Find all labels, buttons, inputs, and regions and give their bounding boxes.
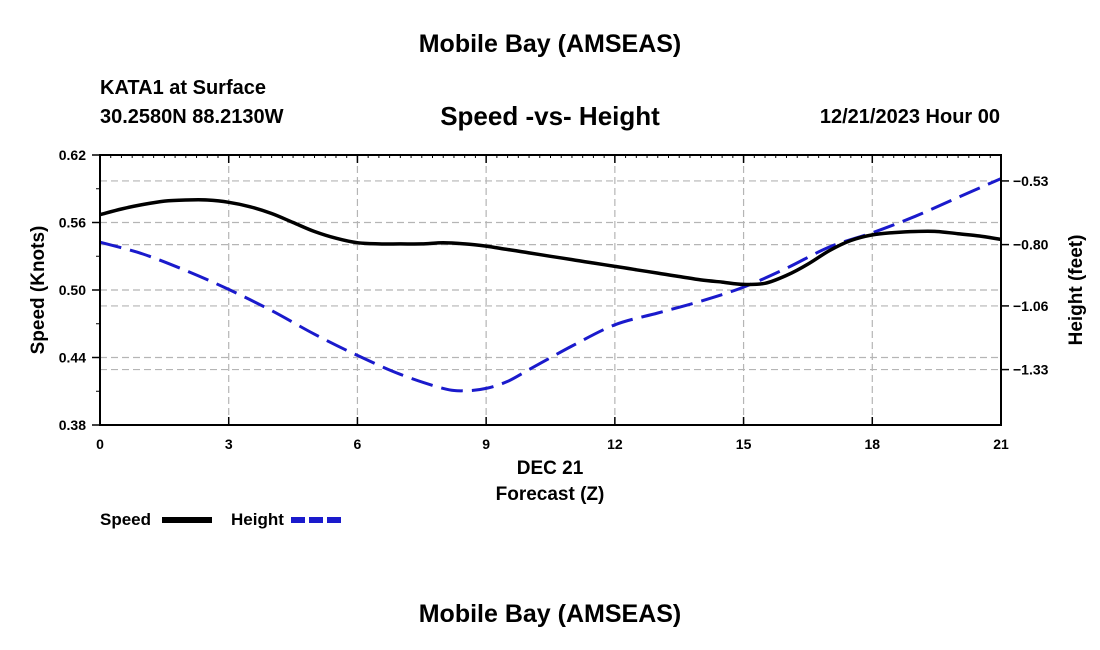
y-right-tick-label: −1.06 [1013, 298, 1049, 314]
y-tick-label: 0.62 [59, 147, 86, 163]
axes: 0 3 6 9 12 15 18 21 0.38 0.44 0.50 0.56 0.62 −0.53 −0.… [59, 147, 1049, 452]
x-tick-label: 0 [96, 436, 104, 452]
series-layer [99, 177, 1002, 393]
coordinates-label: 30.2580N 88.2130W [100, 106, 284, 128]
chart-title: Speed -vs- Height [440, 101, 660, 131]
main-title: Mobile Bay (AMSEAS) [418, 30, 682, 58]
y-right-tick-label: −1.33 [1013, 362, 1049, 378]
y-tick-label: 0.56 [59, 215, 86, 231]
y-right-tick-label: −0.53 [1013, 173, 1049, 189]
x-tick-label: 3 [225, 436, 233, 452]
y-tick-label: 0.38 [59, 417, 86, 433]
x-axis-label: Forecast (Z) [496, 484, 605, 505]
x-axis-date-label: DEC 21 [517, 458, 584, 479]
y-tick-label: 0.50 [59, 282, 86, 298]
x-tick-label: 9 [482, 436, 490, 452]
legend-height-label: Height [231, 510, 284, 529]
x-tick-label: 21 [993, 436, 1009, 452]
y-axis-label-right: Height (feet) [1066, 235, 1087, 346]
grid [100, 155, 1001, 425]
x-tick-label: 18 [864, 436, 880, 452]
x-tick-label: 15 [736, 436, 752, 452]
station-label: KATA1 at Surface [100, 77, 266, 99]
height-series-line [99, 177, 1002, 393]
legend: Speed Height [100, 510, 343, 529]
legend-speed-label: Speed [100, 510, 151, 529]
x-tick-label: 6 [354, 436, 362, 452]
speed-series-line [99, 198, 1002, 287]
y-tick-label: 0.44 [59, 350, 86, 366]
x-tick-label: 12 [607, 436, 623, 452]
y-axis-label-left: Speed (Knots) [28, 226, 49, 355]
footer-title: Mobile Bay (AMSEAS) [418, 600, 682, 628]
datetime-label: 12/21/2023 Hour 00 [819, 106, 1000, 128]
y-right-tick-label: −0.80 [1013, 237, 1049, 253]
